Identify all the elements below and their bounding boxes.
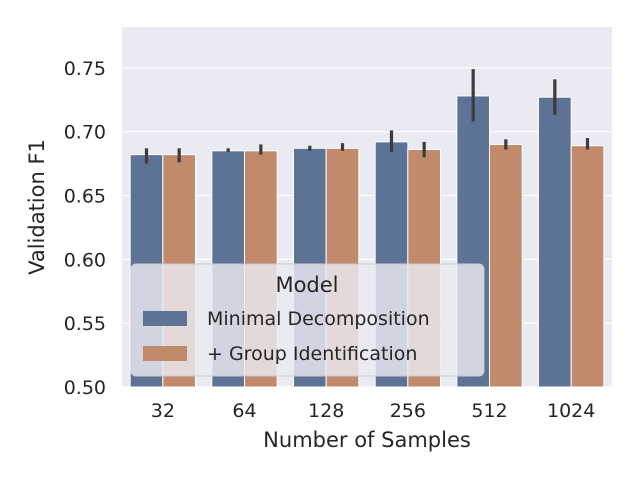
x-axis-title: Number of Samples (263, 428, 471, 452)
x-tick-label: 32 (151, 400, 175, 422)
x-tick-label: 512 (471, 400, 507, 422)
legend-swatch-minimal-decomposition (143, 311, 187, 326)
x-tick-label: 256 (390, 400, 426, 422)
x-tick-label: 64 (232, 400, 256, 422)
legend-box (130, 263, 485, 377)
y-tick-label: 0.55 (64, 313, 106, 335)
legend-label-minimal-decomposition: Minimal Decomposition (207, 308, 430, 330)
y-tick-label: 0.75 (64, 58, 106, 80)
error-bars (144, 69, 590, 164)
bar (489, 143, 523, 388)
y-tick-label: 0.65 (64, 186, 106, 208)
y-tick-label: 0.70 (64, 122, 106, 144)
y-axis-title: Validation F1 (25, 139, 49, 275)
bar (538, 96, 572, 388)
bar (570, 145, 605, 388)
legend-title: Model (275, 273, 338, 297)
legend-swatch-group-identification (143, 346, 187, 361)
tick-labels: 0.50 0.55 0.60 0.65 0.70 0.75 32 64 128 256 512 102… (64, 58, 596, 422)
y-tick-label: 0.50 (64, 377, 106, 399)
x-tick-label: 128 (308, 400, 344, 422)
legend: Model Minimal Decomposition + Group Iden… (130, 263, 485, 377)
y-tick-label: 0.60 (64, 249, 106, 271)
legend-label-group-identification: + Group Identification (207, 343, 417, 365)
x-tick-label: 1024 (547, 400, 595, 422)
